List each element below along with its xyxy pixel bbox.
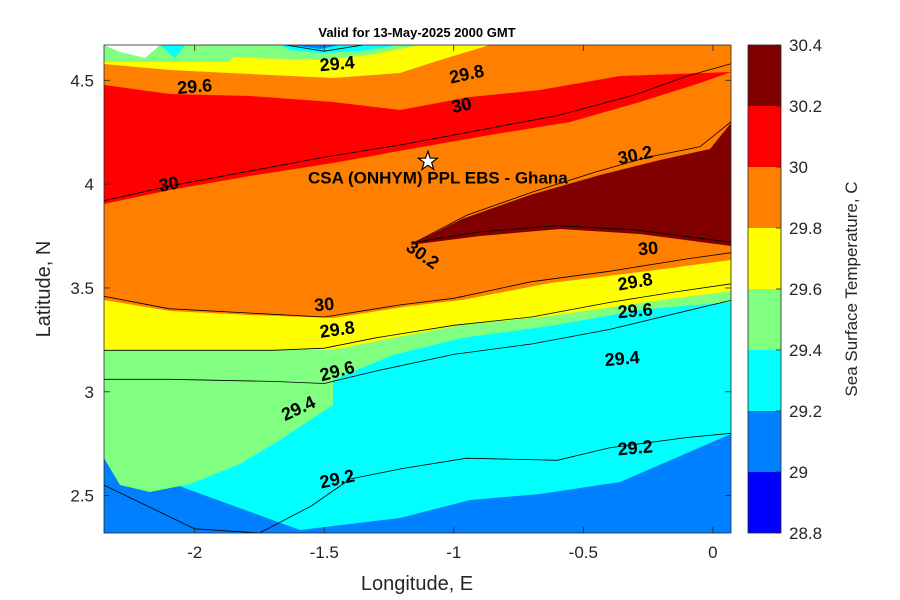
colorbar-label: Sea Surface Temperature, C <box>842 181 861 396</box>
contour-label: 29.4 <box>604 347 641 370</box>
colorbar-swatch <box>748 411 781 472</box>
x-tick-label: -1 <box>446 543 461 562</box>
colorbar-swatch <box>748 167 781 228</box>
colorbar-swatch <box>748 228 781 289</box>
contour-label: 29.4 <box>319 52 356 75</box>
plot-frame <box>103 44 732 534</box>
x-tick-label: -1.5 <box>310 543 339 562</box>
colorbar-tick-label: 29.2 <box>789 402 822 421</box>
contour-line-30 <box>104 63 731 202</box>
contour-label: 30 <box>637 238 659 260</box>
colorbar-tick-label: 29 <box>789 463 808 482</box>
colorbar-tick-label: 28.8 <box>789 524 822 543</box>
y-tick-label: 3.5 <box>70 279 94 298</box>
colorbar-tick-label: 30.2 <box>789 97 822 116</box>
colorbar-tick-label: 29.8 <box>789 219 822 238</box>
contour-line-30.2 <box>414 121 731 243</box>
contour-line-29.8 <box>104 252 731 318</box>
y-tick-label: 2.5 <box>70 487 94 506</box>
colorbar-swatch <box>748 350 781 411</box>
x-axis-label: Longitude, E <box>361 573 473 595</box>
contour-label: 30 <box>313 294 335 316</box>
colorbar-swatch <box>748 472 781 533</box>
contour-label: 29.8 <box>318 317 355 342</box>
x-tick-label: -2 <box>187 543 202 562</box>
y-axis-label: Latitude, N <box>33 241 55 338</box>
contour-lines <box>104 45 731 533</box>
contour-label: 29.6 <box>176 75 213 98</box>
x-tick-label: 0 <box>708 543 717 562</box>
colorbar-swatch <box>748 106 781 167</box>
x-tick-label: -0.5 <box>569 543 598 562</box>
colorbar-tick-label: 29.6 <box>789 280 822 299</box>
site-marker: CSA (ONHYM) PPL EBS - Ghana <box>308 149 568 187</box>
colorbar-swatch <box>748 45 781 106</box>
colorbar: 28.8 29 29.2 29.4 29.6 29.8 30 30.2 30.4 <box>747 36 822 543</box>
site-label: CSA (ONHYM) PPL EBS - Ghana <box>308 168 568 187</box>
colorbar-swatch <box>748 289 781 350</box>
band-north-cyan-patch <box>160 45 185 58</box>
y-axis-ticks: 2.5 3 3.5 4 4.5 <box>70 71 731 506</box>
contour-label: 29.2 <box>617 436 654 459</box>
contour-label: 29.6 <box>617 299 654 322</box>
contour-line-29.6 <box>104 283 731 351</box>
y-tick-label: 4.5 <box>70 71 94 90</box>
band-north-blank <box>104 45 160 58</box>
contour-fill <box>104 45 731 533</box>
colorbar-tick-label: 30.4 <box>789 36 822 55</box>
band-north-29-29.2 <box>290 45 340 49</box>
contour-line-29 <box>285 45 364 52</box>
contour-label: 30 <box>450 93 474 117</box>
colorbar-tick-label: 29.4 <box>789 341 822 360</box>
y-tick-label: 3 <box>85 383 94 402</box>
contour-line-29.2 <box>104 432 731 533</box>
site-star-icon <box>416 149 440 171</box>
y-tick-label: 4 <box>85 175 94 194</box>
band-30.2-30.4 <box>410 123 731 246</box>
x-axis-ticks: -2 -1.5 -1 -0.5 0 <box>187 45 718 562</box>
contour-label: 30 <box>157 173 180 196</box>
contour-line-29.4 <box>104 300 731 384</box>
colorbar-tick-label: 30 <box>789 158 808 177</box>
band-sw-29.4-29.6 <box>104 380 333 492</box>
chart-title: Valid for 13-May-2025 2000 GMT <box>318 25 515 40</box>
